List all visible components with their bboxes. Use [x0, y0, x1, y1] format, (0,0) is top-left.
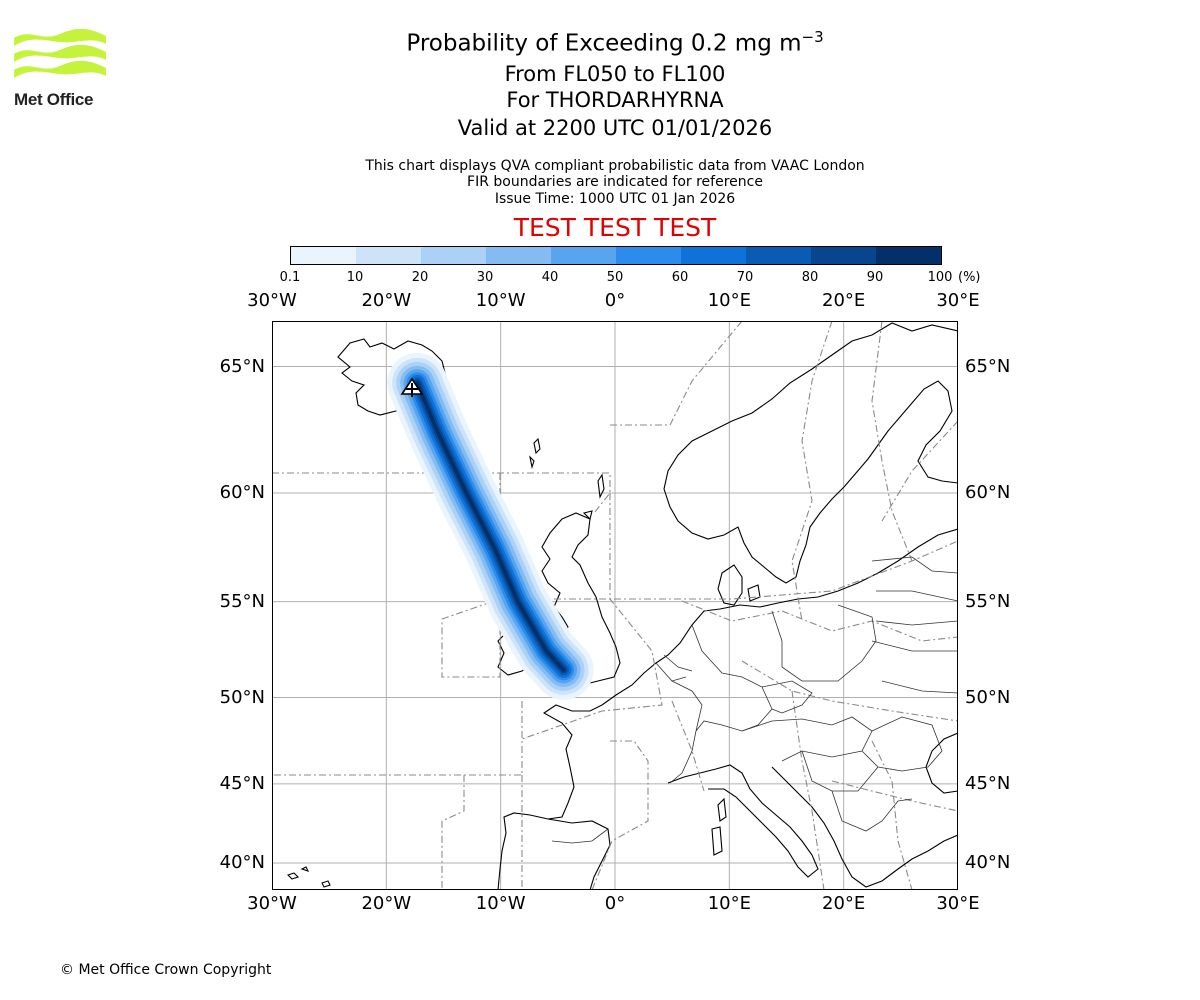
fir-boundary-mediterranean — [831, 740, 958, 890]
longitude-label: 10°W — [475, 893, 526, 914]
border-belarus-ukraine — [871, 640, 958, 694]
colorbar-segment — [291, 247, 356, 264]
latitude-label: 40°N — [219, 851, 265, 873]
latitude-label: 45°N — [219, 772, 265, 794]
longitude-label: 30°E — [936, 290, 980, 311]
longitude-label: 20°E — [822, 893, 866, 914]
longitude-label: 20°W — [361, 290, 412, 311]
volcano-cross-icon — [406, 383, 418, 397]
coastline-italy — [667, 764, 819, 878]
longitude-label: 10°W — [475, 290, 526, 311]
country-borders — [551, 556, 958, 844]
colorbar-tick-label: 20 — [411, 270, 429, 285]
colorbar-segment — [681, 247, 746, 264]
chart-title: Probability of Exceeding 0.2 mg m−3 — [0, 28, 1200, 57]
fir-boundary-london — [521, 493, 663, 740]
coastline-azores — [286, 866, 331, 888]
coastline-shetland — [582, 473, 605, 521]
longitude-label: 30°E — [936, 893, 980, 914]
border-iberia — [551, 828, 609, 844]
latitude-label: 45°N — [965, 772, 1011, 794]
border-austria-hungary — [741, 716, 873, 762]
coastline-balkans — [771, 766, 958, 888]
subtitle-fir-note: FIR boundaries are indicated for referen… — [467, 174, 763, 190]
longitude-label: 10°E — [707, 290, 751, 311]
flight-level-range: From FL050 to FL100 — [504, 62, 726, 86]
colorbar-tick-label: 40 — [541, 270, 559, 285]
colorbar-segment — [486, 247, 551, 264]
coastline-scandinavia — [663, 322, 958, 584]
fir-boundary-france — [272, 701, 523, 890]
colorbar-segment — [811, 247, 876, 264]
coastline-continental-europe — [601, 528, 958, 706]
colorbar-tick-label: 0.1 — [279, 270, 301, 285]
map-frame — [272, 321, 958, 890]
colorbar-tick-label: 90 — [866, 270, 884, 285]
longitude-label: 30°W — [247, 893, 297, 914]
subtitle-data-source: This chart displays QVA compliant probab… — [365, 158, 865, 174]
fir-boundary-norway — [610, 321, 743, 426]
longitude-label: 0° — [604, 893, 626, 914]
ash-probability-plume — [387, 352, 594, 700]
colorbar — [290, 246, 942, 265]
coastline-faroes — [529, 437, 541, 470]
latitude-label: 60°N — [965, 482, 1011, 504]
colorbar-segment — [616, 247, 681, 264]
map-panel — [272, 321, 958, 890]
longitude-label: 0° — [604, 290, 626, 311]
longitude-label: 10°E — [707, 893, 751, 914]
border-romania — [861, 716, 943, 772]
longitude-label: 20°E — [822, 290, 866, 311]
latitude-label: 55°N — [965, 590, 1011, 612]
border-france — [655, 662, 703, 784]
border-czechia — [761, 680, 813, 714]
border-balkans — [801, 750, 913, 832]
plume-probability-band — [415, 381, 566, 672]
test-banner: TEST TEST TEST — [513, 213, 717, 242]
colorbar-frame — [290, 246, 942, 265]
colorbar-segment — [421, 247, 486, 264]
latitude-label: 65°N — [219, 355, 265, 377]
latitude-label: 65°N — [965, 355, 1011, 377]
fir-boundary-sweden — [791, 321, 833, 622]
title-main: Probability of Exceeding 0.2 mg m — [406, 30, 802, 57]
fir-boundary-finland — [871, 321, 958, 562]
coastline-iberia — [497, 812, 611, 890]
latitude-label: 40°N — [965, 851, 1011, 873]
latitude-label: 55°N — [219, 590, 265, 612]
title-exponent: −3 — [801, 28, 824, 46]
colorbar-segment — [876, 247, 941, 264]
colorbar-tick-label: 50 — [606, 270, 624, 285]
colorbar-segment — [746, 247, 811, 264]
met-office-wave-logo-icon — [14, 28, 106, 78]
copyright-notice: © Met Office Crown Copyright — [60, 962, 272, 978]
colorbar-tick-label: 60 — [671, 270, 689, 285]
coastline-france — [542, 704, 603, 820]
longitude-label: 30°W — [247, 290, 297, 311]
colorbar-tick-label: 80 — [801, 270, 819, 285]
fir-boundary-brest — [591, 740, 649, 890]
logo-text: Met Office — [14, 90, 94, 109]
colorbar-segment — [551, 247, 616, 264]
colorbar-segment — [356, 247, 421, 264]
colorbar-tick-label: 70 — [736, 270, 754, 285]
volcano-marker — [400, 377, 424, 397]
colorbar-unit: (%) — [958, 270, 981, 285]
border-poland — [771, 604, 877, 682]
subtitle-issue-time: Issue Time: 1000 UTC 01 Jan 2026 — [494, 191, 736, 207]
fir-boundary-shannon — [441, 598, 501, 678]
latitude-label: 60°N — [219, 482, 265, 504]
volcano-name: For THORDARHYRNA — [506, 88, 724, 112]
coastline-corsica-sardinia — [711, 797, 727, 856]
met-office-logo: Met Office — [12, 28, 112, 109]
border-benelux — [663, 654, 693, 682]
colorbar-tick-label: 10 — [346, 270, 364, 285]
border-baltics — [871, 556, 958, 626]
longitude-label: 20°W — [361, 893, 412, 914]
colorbar-tick-label: 30 — [476, 270, 494, 285]
latitude-label: 50°N — [965, 686, 1011, 708]
valid-time: Valid at 2200 UTC 01/01/2026 — [457, 116, 773, 140]
colorbar-tick-label: 100 — [927, 270, 953, 285]
latitude-label: 50°N — [219, 686, 265, 708]
